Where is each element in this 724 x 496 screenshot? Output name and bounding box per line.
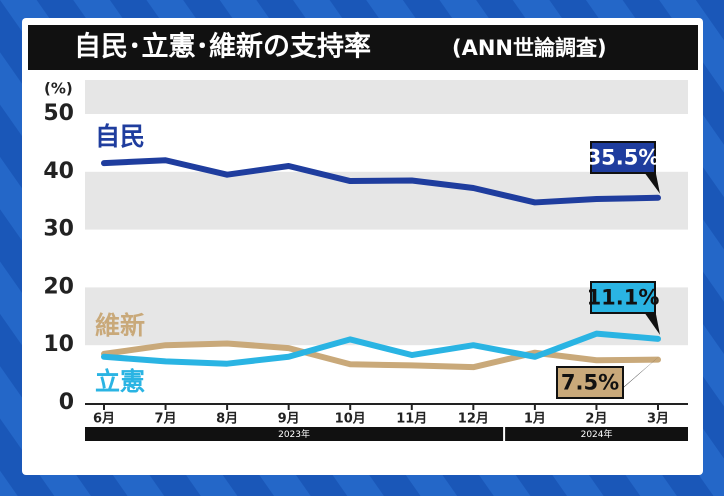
chart-title: 自民･立憲･維新の支持率 bbox=[74, 31, 371, 63]
year-bar bbox=[85, 427, 504, 441]
y-tick-label: 30 bbox=[43, 217, 74, 242]
data-label: 35.5% bbox=[587, 146, 660, 170]
series-line bbox=[101, 340, 661, 371]
x-tick-label: 10月 bbox=[335, 412, 366, 427]
grid-band bbox=[85, 80, 688, 114]
year-label: 2023年 bbox=[278, 428, 310, 440]
data-label: 7.5% bbox=[561, 371, 619, 395]
legend-label: 自民 bbox=[95, 122, 145, 151]
y-axis-label: (%) bbox=[44, 80, 73, 98]
x-tick-label: 1月 bbox=[524, 412, 546, 427]
series-line bbox=[101, 157, 661, 206]
callout-fill bbox=[558, 368, 622, 397]
y-tick-label: 20 bbox=[43, 274, 74, 299]
chart-subtitle: (ANN世論調査) bbox=[452, 36, 607, 60]
x-tick-label: 12月 bbox=[458, 412, 489, 427]
x-tick-label: 6月 bbox=[93, 412, 115, 427]
title-bar bbox=[28, 25, 698, 70]
x-tick-label: 3月 bbox=[647, 412, 669, 427]
x-tick-label: 2月 bbox=[585, 412, 607, 427]
x-tick-label: 9月 bbox=[278, 412, 300, 427]
y-tick-label: 50 bbox=[43, 101, 74, 126]
x-tick-label: 8月 bbox=[216, 412, 238, 427]
legend-label: 維新 bbox=[95, 311, 145, 340]
year-label: 2024年 bbox=[581, 428, 613, 440]
x-tick-label: 7月 bbox=[155, 412, 177, 427]
legend-label: 立憲 bbox=[95, 367, 145, 396]
series-line bbox=[101, 330, 661, 367]
year-bar bbox=[505, 427, 688, 441]
y-tick-label: 0 bbox=[59, 390, 74, 415]
y-tick-label: 10 bbox=[43, 332, 74, 357]
callout-fill bbox=[592, 283, 654, 312]
x-tick-label: 11月 bbox=[396, 412, 427, 427]
data-label: 11.1% bbox=[587, 286, 660, 310]
callout-fill bbox=[592, 143, 654, 172]
y-tick-label: 40 bbox=[43, 159, 74, 184]
